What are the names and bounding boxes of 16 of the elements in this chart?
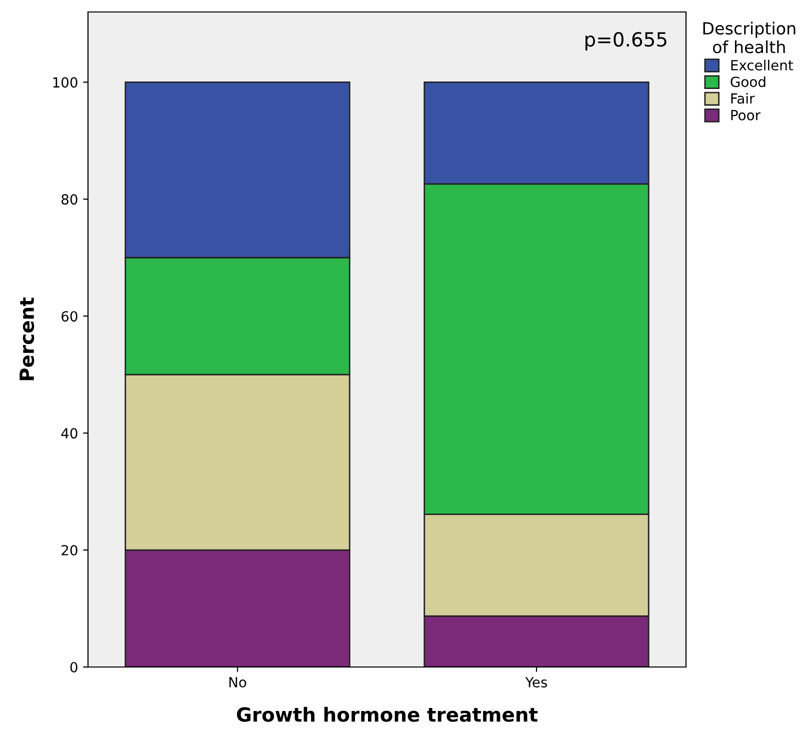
x-tick-label: No [229, 677, 246, 688]
annotation: p=0.655 [586, 32, 666, 50]
legend-label: Poor [731, 110, 761, 120]
y-tick-label: 80 [62, 194, 78, 205]
legend-label: Excellent [731, 60, 794, 70]
legend-title: Description of health [703, 22, 796, 54]
legend-label: Good [730, 76, 766, 88]
y-tick-label: 0 [70, 662, 78, 672]
y-tick-label: 20 [62, 545, 78, 556]
y-tick-label: 40 [61, 428, 78, 439]
legend-label: Fair [731, 92, 755, 104]
y-tick-label: 60 [62, 311, 78, 322]
y-tick-label: 100 [53, 77, 78, 88]
x-axis-title: Growth hormone treatment [236, 706, 538, 722]
y-axis-title: Percent [20, 298, 34, 380]
x-tick-label: Yes [525, 677, 548, 688]
